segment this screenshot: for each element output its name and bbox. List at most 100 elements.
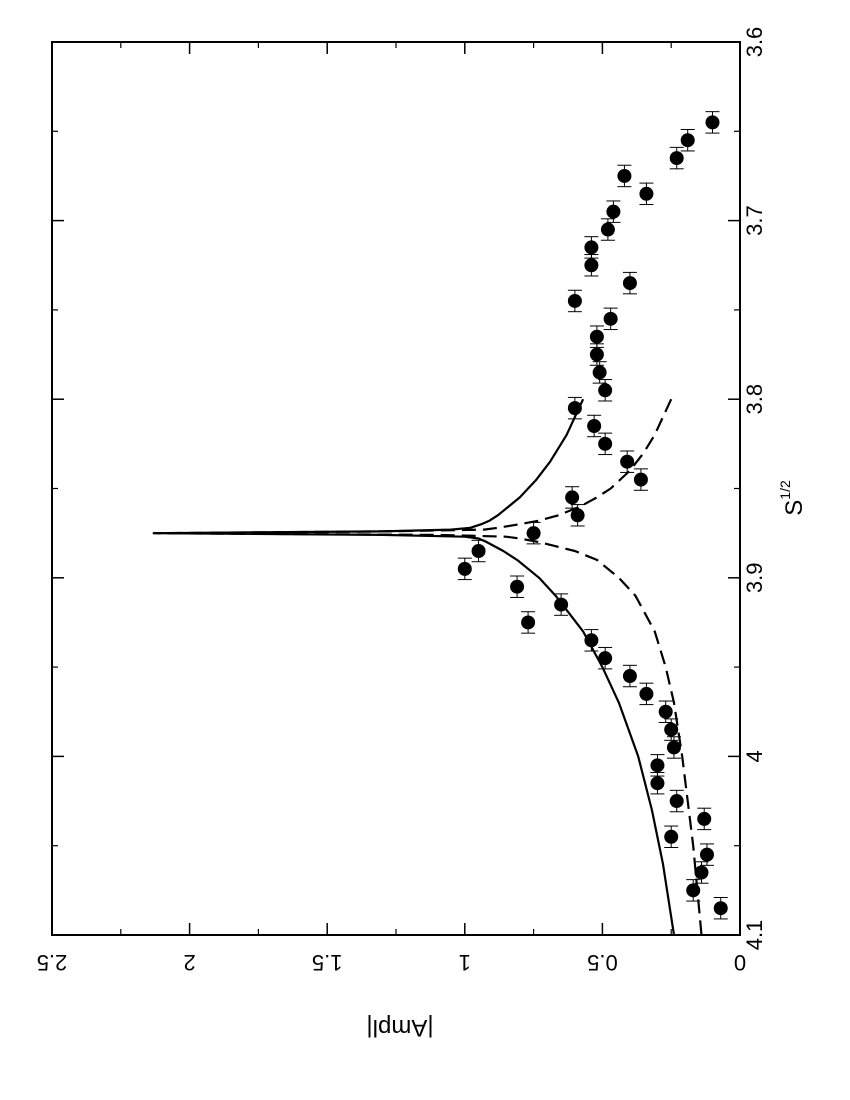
point-marker: [606, 204, 621, 219]
data-point: [510, 575, 525, 598]
data-point: [669, 789, 684, 813]
x-axis-title: S1/2: [777, 480, 808, 516]
point-marker: [699, 847, 714, 862]
point-marker: [510, 579, 525, 594]
point-marker: [617, 168, 632, 183]
data-point: [694, 861, 709, 884]
point-marker: [622, 276, 637, 291]
tick-marks: [51, 41, 741, 936]
point-marker: [686, 883, 701, 898]
y-tick-label: 1.5: [312, 950, 343, 975]
point-marker: [587, 418, 602, 433]
data-point: [554, 593, 569, 616]
x-tick-label: 3.6: [742, 27, 767, 58]
data-point: [526, 521, 541, 545]
data-point: [589, 343, 604, 366]
point-marker: [658, 704, 673, 719]
point-marker: [633, 472, 648, 487]
point-marker: [650, 776, 665, 791]
x-tick-label: 4: [742, 750, 767, 762]
point-marker: [713, 901, 728, 916]
point-marker: [669, 151, 684, 166]
point-marker: [600, 222, 615, 237]
point-marker: [567, 401, 582, 416]
x-tick-label: 3.8: [742, 384, 767, 415]
point-marker: [471, 544, 486, 559]
point-marker: [598, 651, 613, 666]
y-tick-label: 2.5: [37, 950, 68, 975]
data-point: [570, 504, 585, 527]
point-marker: [554, 597, 569, 612]
data-point: [584, 254, 599, 277]
x-axis-title-sup: 1/2: [777, 480, 793, 500]
point-marker: [669, 794, 684, 809]
point-marker: [680, 133, 695, 148]
solid-curve: [152, 398, 676, 936]
data-point: [521, 611, 536, 634]
data-point: [639, 182, 654, 206]
data-point: [622, 271, 637, 295]
point-marker: [457, 561, 472, 576]
point-marker: [622, 669, 637, 684]
point-marker: [697, 811, 712, 826]
x-tick-label: 3.9: [742, 563, 767, 594]
data-point: [471, 539, 486, 563]
point-marker: [603, 311, 618, 326]
point-marker: [589, 329, 604, 344]
point-marker: [526, 526, 541, 541]
data-point: [584, 629, 599, 652]
point-marker: [639, 686, 654, 701]
data-point: [664, 825, 679, 848]
curves: [152, 398, 703, 936]
point-marker: [592, 365, 607, 380]
data-point: [633, 468, 648, 491]
y-tick-label: 1: [459, 950, 471, 975]
data-point: [699, 843, 714, 866]
data-point: [617, 164, 632, 188]
point-marker: [705, 115, 720, 130]
dashed-curve: [152, 398, 703, 936]
point-marker: [664, 722, 679, 737]
point-marker: [639, 186, 654, 201]
point-marker: [666, 740, 681, 755]
data-point: [565, 486, 580, 509]
data-point: [666, 736, 681, 759]
data-point: [598, 646, 613, 670]
point-marker: [694, 865, 709, 880]
data-point: [598, 379, 613, 402]
tick-labels: 3.6 3.7 3.8 3.9 4 4.10 0.5 1 1.5 2 2.5: [37, 27, 767, 975]
x-tick-label: 3.7: [742, 205, 767, 236]
point-marker: [664, 829, 679, 844]
data-point: [457, 557, 472, 581]
data-point: [650, 771, 665, 795]
point-marker: [598, 436, 613, 451]
point-marker: [521, 615, 536, 630]
x-axis-title-main: S: [781, 500, 808, 516]
point-marker: [620, 454, 635, 469]
point-marker: [584, 258, 599, 273]
y-tick-label: 0: [734, 950, 746, 975]
point-marker: [584, 633, 599, 648]
data-point: [587, 414, 602, 438]
data-point: [606, 200, 621, 223]
y-tick-label: 0.5: [587, 950, 618, 975]
data-point: [622, 664, 637, 688]
data-point: [600, 218, 615, 241]
data-point: [680, 129, 695, 152]
x-tick-label: 4.1: [742, 920, 767, 951]
point-marker: [589, 347, 604, 362]
data-point: [598, 432, 613, 456]
data-point: [686, 879, 701, 902]
data-point: [669, 146, 684, 170]
data-point: [697, 807, 712, 831]
point-marker: [565, 490, 580, 505]
point-marker: [598, 383, 613, 398]
point-marker: [650, 758, 665, 773]
data-point: [620, 450, 635, 473]
y-tick-label: 2: [183, 950, 195, 975]
point-marker: [567, 293, 582, 308]
data-point: [567, 396, 582, 420]
point-marker: [584, 240, 599, 255]
y-axis-title: |Ampl|: [366, 1014, 433, 1041]
